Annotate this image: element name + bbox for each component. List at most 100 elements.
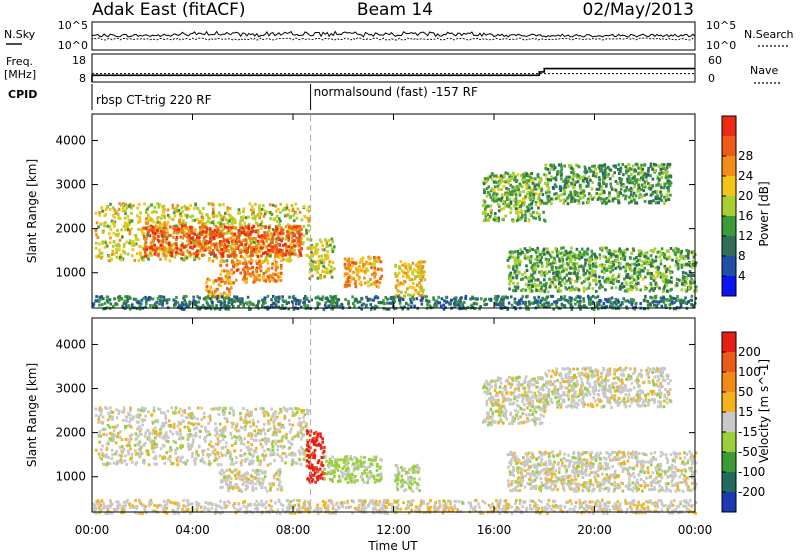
range-gate-cell <box>637 184 641 188</box>
range-gate-cell <box>576 295 580 298</box>
range-gate-cell <box>617 249 621 253</box>
range-gate-cell <box>558 281 562 284</box>
range-gate-cell <box>632 176 635 180</box>
range-gate-cell <box>244 260 247 264</box>
range-gate-cell <box>483 207 487 211</box>
range-gate-cell <box>633 284 636 288</box>
colorbar-swatch <box>722 236 736 256</box>
range-gate-cell <box>627 265 631 269</box>
range-gate-cell <box>637 268 641 272</box>
range-gate-cell <box>212 236 215 239</box>
range-gate-cell <box>656 265 659 269</box>
range-gate-cell <box>530 289 534 293</box>
range-gate-cell <box>534 216 537 220</box>
range-gate-cell <box>652 199 655 203</box>
range-gate-cell <box>649 193 653 197</box>
range-gate-cell <box>550 197 553 201</box>
range-gate-cell <box>132 297 136 301</box>
range-gate-cell <box>413 277 417 281</box>
range-gate-cell <box>524 303 527 307</box>
range-gate-cell <box>516 301 519 305</box>
range-gate-cell <box>602 246 605 250</box>
range-gate-cell <box>110 409 113 413</box>
range-gate-cell <box>663 253 667 257</box>
range-gate-cell <box>565 175 568 179</box>
range-gate-cell <box>249 254 252 258</box>
range-gate-cell <box>318 302 321 306</box>
range-gate-cell <box>185 214 189 217</box>
range-gate-cell <box>642 299 646 303</box>
range-gate-cell <box>579 299 582 303</box>
range-gate-cell <box>215 297 219 301</box>
range-gate-cell <box>276 254 279 258</box>
range-gate-cell <box>261 240 265 244</box>
range-gate-cell <box>543 219 547 223</box>
range-gate-cell <box>285 249 289 253</box>
range-gate-cell <box>376 280 379 284</box>
range-gate-cell <box>285 246 288 250</box>
range-gate-cell <box>585 184 588 188</box>
range-gate-cell <box>155 217 159 220</box>
range-gate-cell <box>510 176 514 180</box>
range-gate-cell <box>135 420 139 424</box>
range-gate-cell <box>520 289 523 292</box>
range-gate-cell <box>663 264 667 268</box>
range-gate-cell <box>582 265 585 269</box>
range-gate-cell <box>401 263 404 267</box>
range-gate-cell <box>128 307 132 311</box>
range-gate-cell <box>149 251 152 255</box>
range-gate-cell <box>258 266 261 270</box>
range-gate-cell <box>635 260 639 263</box>
range-gate-cell <box>308 209 311 213</box>
range-gate-cell <box>573 298 577 302</box>
range-gate-cell <box>275 251 279 255</box>
range-gate-cell <box>535 183 539 187</box>
nsearch-label: N.Search <box>744 28 794 41</box>
range-gate-cell <box>176 225 179 229</box>
range-gate-cell <box>600 304 604 308</box>
range-gate-cell <box>494 197 497 201</box>
range-gate-cell <box>166 233 170 237</box>
range-gate-cell <box>254 237 257 241</box>
range-gate-cell <box>544 167 547 170</box>
cpid-label: CPID <box>8 88 37 101</box>
range-gate-cell <box>656 176 660 180</box>
range-gate-cell <box>182 257 186 261</box>
range-gate-cell <box>99 251 102 255</box>
range-gate-cell <box>220 292 223 296</box>
range-gate-cell <box>483 200 487 204</box>
range-gate-cell <box>203 248 207 252</box>
range-gate-cell <box>219 300 223 304</box>
range-gate-cell <box>217 221 220 225</box>
range-gate-cell <box>657 201 660 204</box>
range-gate-cell <box>555 266 558 270</box>
range-gate-cell <box>260 220 264 224</box>
range-gate-cell <box>544 173 548 177</box>
range-gate-cell <box>270 304 273 308</box>
range-gate-cell <box>569 281 572 285</box>
range-gate-cell <box>639 274 642 278</box>
range-gate-cell <box>113 222 116 226</box>
range-gate-cell <box>320 240 323 244</box>
range-gate-cell <box>258 203 261 207</box>
range-gate-cell <box>228 291 231 295</box>
range-gate-cell <box>170 251 173 255</box>
range-gate-cell <box>172 248 175 252</box>
range-gate-cell <box>642 189 646 193</box>
range-gate-cell <box>548 262 552 266</box>
range-gate-cell <box>171 218 174 222</box>
range-gate-cell <box>198 210 202 214</box>
range-gate-cell <box>179 235 183 239</box>
range-gate-cell <box>299 251 302 255</box>
range-gate-cell <box>216 294 219 298</box>
range-gate-cell <box>268 211 272 215</box>
range-gate-cell <box>605 196 609 200</box>
range-gate-cell <box>571 305 574 309</box>
range-gate-cell <box>223 417 227 421</box>
range-gate-cell <box>635 201 639 205</box>
range-gate-cell <box>317 255 321 259</box>
range-gate-cell <box>538 218 542 221</box>
range-gate-cell <box>639 288 642 292</box>
range-gate-cell <box>654 259 658 263</box>
